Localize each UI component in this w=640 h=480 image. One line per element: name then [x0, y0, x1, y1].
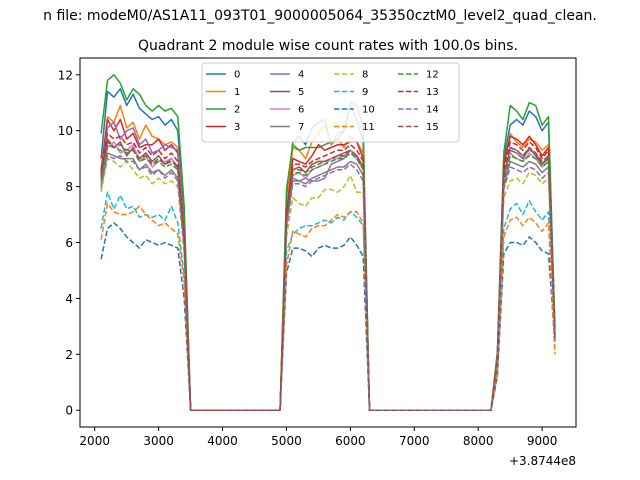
- legend-label-10: 10: [362, 105, 375, 116]
- x-offset-label: +3.8744e8: [509, 454, 576, 468]
- y-axis: 0 2 4 6 8 10 12: [58, 68, 80, 418]
- y-tick-label: 8: [65, 180, 73, 194]
- legend-label-15: 15: [426, 122, 439, 133]
- legend-label-13: 13: [426, 87, 439, 98]
- series-line-12: [100, 143, 556, 411]
- x-axis: 2000 3000 4000 5000 6000 7000 8000 9000: [79, 427, 557, 448]
- y-tick-label: 0: [65, 404, 73, 418]
- legend-label-5: 5: [298, 87, 304, 98]
- x-tick-label: 7000: [399, 434, 430, 448]
- y-tick-label: 10: [58, 124, 73, 138]
- plot-area: 2000 3000 4000 5000 6000 7000 8000 9000 0246810…: [58, 57, 577, 468]
- legend-label-12: 12: [426, 70, 439, 81]
- legend-frame: [201, 62, 460, 143]
- legend-label-11: 11: [362, 122, 375, 133]
- x-tick-label: 3000: [143, 434, 174, 448]
- x-tick-label: 4000: [207, 434, 238, 448]
- series-line-15: [100, 141, 556, 411]
- legend-label-1: 1: [234, 87, 240, 98]
- x-tick-label: 6000: [335, 434, 366, 448]
- series-layer: [100, 74, 556, 411]
- x-tick-label: 8000: [463, 434, 494, 448]
- legend-label-0: 0: [234, 70, 240, 81]
- legend-label-6: 6: [298, 105, 304, 116]
- x-tick-label: 2000: [79, 434, 110, 448]
- y-tick-label: 6: [65, 236, 73, 250]
- legend-label-4: 4: [298, 70, 304, 81]
- legend-label-14: 14: [426, 105, 439, 116]
- y-tick-label: 2: [65, 348, 73, 362]
- legend-label-3: 3: [234, 122, 240, 133]
- legend-label-7: 7: [298, 122, 304, 133]
- chart-title: Quadrant 2 module wise count rates with …: [138, 38, 518, 54]
- x-tick-label: 9000: [527, 434, 558, 448]
- figure-suptitle: n file: modeM0/AS1A11_093T01_9000005064_…: [43, 8, 597, 24]
- legend-label-9: 9: [362, 87, 368, 98]
- legend-label-8: 8: [362, 70, 368, 81]
- y-tick-label: 12: [58, 68, 73, 82]
- legend-label-2: 2: [234, 105, 240, 116]
- y-tick-label: 4: [65, 292, 73, 306]
- x-tick-label: 5000: [271, 434, 302, 448]
